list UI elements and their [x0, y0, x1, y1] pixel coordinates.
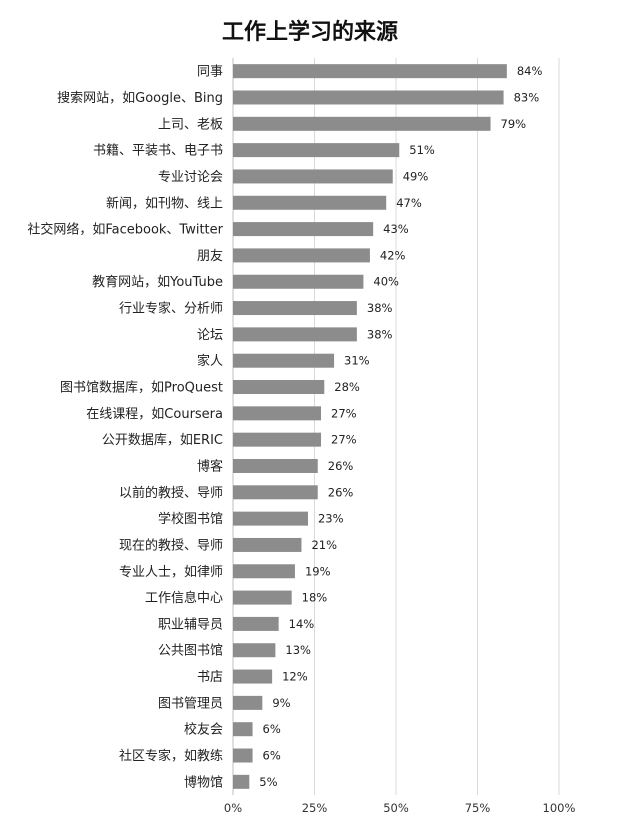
- value-label: 43%: [383, 222, 409, 236]
- bar: [233, 748, 253, 763]
- category-label: 新闻，如刊物、线上: [106, 195, 223, 211]
- category-label: 现在的教授、导师: [119, 537, 223, 553]
- category-label: 社区专家，如教练: [119, 748, 223, 764]
- category-label: 朋友: [197, 248, 223, 264]
- category-label: 以前的教授、导师: [119, 485, 223, 501]
- bar: [233, 274, 364, 289]
- x-tick-label: 25%: [302, 801, 328, 815]
- category-label: 教育网站，如YouTube: [92, 274, 223, 290]
- value-label: 79%: [501, 117, 527, 131]
- value-label: 6%: [263, 722, 281, 736]
- bar: [233, 116, 491, 131]
- bar: [233, 537, 302, 552]
- value-label: 38%: [367, 327, 393, 341]
- bar: [233, 590, 292, 605]
- value-label: 12%: [282, 670, 308, 684]
- x-tick-label: 100%: [543, 801, 576, 815]
- category-label: 上司、老板: [158, 117, 223, 132]
- value-label: 40%: [373, 275, 399, 289]
- category-label: 同事: [197, 65, 223, 80]
- category-label: 搜索网站，如Google、Bing: [57, 90, 223, 106]
- grid-lines: [232, 58, 560, 795]
- category-label: 专业人士，如律师: [119, 564, 223, 580]
- bar: [233, 485, 318, 500]
- category-label: 书籍、平装书、电子书: [93, 143, 223, 159]
- category-label: 书店: [197, 670, 223, 685]
- value-label: 21%: [311, 538, 337, 552]
- value-label: 13%: [285, 643, 311, 657]
- category-label: 家人: [197, 353, 223, 369]
- value-label: 27%: [331, 406, 357, 420]
- x-tick-label: 50%: [383, 801, 409, 815]
- category-label: 博物馆: [184, 775, 223, 790]
- value-label: 84%: [517, 64, 543, 78]
- value-label: 31%: [344, 354, 370, 368]
- value-label: 27%: [331, 433, 357, 447]
- bar: [233, 222, 374, 237]
- category-label: 公开数据库，如ERIC: [102, 432, 223, 448]
- bar: [233, 380, 325, 395]
- bar: [233, 564, 295, 579]
- category-label: 学校图书馆: [158, 511, 223, 527]
- value-label: 5%: [259, 775, 277, 789]
- value-label: 6%: [263, 749, 281, 763]
- bar: [233, 669, 273, 684]
- value-label: 51%: [409, 143, 435, 157]
- value-label: 18%: [302, 591, 328, 605]
- bar: [233, 353, 335, 368]
- bar: [233, 458, 318, 473]
- x-tick-label: 0%: [224, 801, 242, 815]
- category-label: 校友会: [184, 722, 223, 738]
- category-label: 行业专家、分析师: [119, 301, 223, 317]
- bar: [233, 301, 357, 316]
- bar: [233, 695, 263, 710]
- bar: [233, 774, 250, 789]
- bar: [233, 169, 393, 184]
- category-label: 在线课程，如Coursera: [86, 406, 223, 422]
- bars: [233, 64, 507, 789]
- bar: [233, 406, 322, 421]
- bar: [233, 90, 504, 105]
- value-label: 19%: [305, 564, 331, 578]
- category-label: 论坛: [197, 328, 223, 343]
- bar: [233, 327, 357, 342]
- value-labels: 84% 83% 79% 51% 49% 47% 43% 42% 40% 38% 38% 31% 28% 2…: [259, 64, 542, 789]
- value-label: 42%: [380, 248, 406, 262]
- value-label: 9%: [272, 696, 290, 710]
- category-label: 专业讨论会: [158, 170, 223, 185]
- category-label: 博客: [197, 458, 223, 474]
- bar: [233, 248, 370, 263]
- bar: [233, 616, 279, 631]
- value-label: 26%: [328, 459, 354, 473]
- bar: [233, 643, 276, 658]
- category-label: 社交网络，如Facebook、Twitter: [27, 222, 223, 238]
- value-label: 38%: [367, 301, 393, 315]
- category-label: 工作信息中心: [145, 590, 223, 606]
- bar: [233, 143, 400, 158]
- value-label: 23%: [318, 512, 344, 526]
- chart-title: 工作上学习的来源: [221, 20, 398, 45]
- bar: [233, 64, 507, 79]
- x-axis-ticks: 0% 25% 50% 75% 100%: [224, 801, 576, 815]
- value-label: 26%: [328, 485, 354, 499]
- x-tick-label: 75%: [465, 801, 491, 815]
- category-label: 公共图书馆: [158, 644, 223, 659]
- value-label: 49%: [403, 169, 429, 183]
- bar: [233, 432, 322, 447]
- category-label: 图书馆数据库，如ProQuest: [60, 380, 223, 396]
- value-label: 14%: [289, 617, 315, 631]
- category-label: 图书管理员: [158, 696, 223, 711]
- value-label: 83%: [514, 90, 540, 104]
- value-label: 47%: [396, 196, 422, 210]
- bar: [233, 195, 387, 210]
- category-label: 职业辅导员: [158, 617, 223, 632]
- bar: [233, 511, 308, 526]
- value-label: 28%: [334, 380, 360, 394]
- bar: [233, 722, 253, 737]
